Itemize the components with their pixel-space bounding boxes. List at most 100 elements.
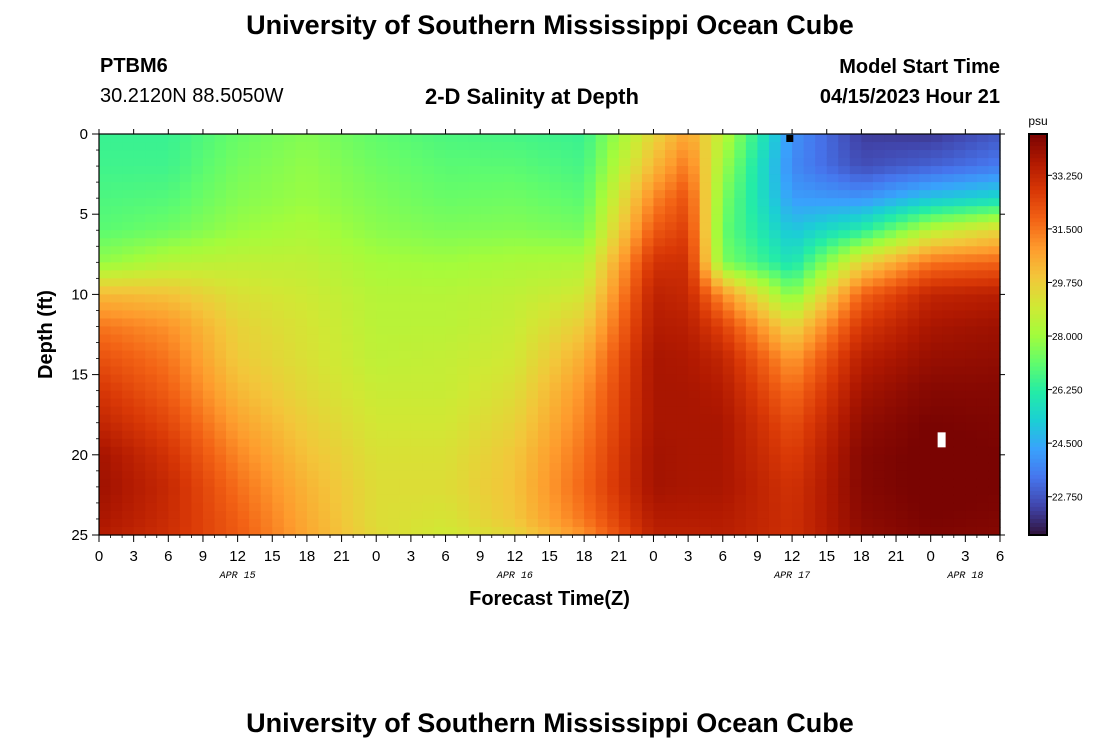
heatmap-cell	[711, 230, 724, 239]
heatmap-cell	[457, 238, 470, 247]
heatmap-cell	[422, 358, 435, 368]
heatmap-cell	[341, 222, 354, 231]
heatmap-cell	[260, 206, 273, 215]
heatmap-cell	[607, 518, 620, 528]
heatmap-cell	[318, 294, 331, 304]
heatmap-cell	[572, 246, 585, 255]
heatmap-cell	[318, 422, 331, 432]
heatmap-cell	[226, 382, 239, 392]
heatmap-cell	[387, 262, 400, 271]
heatmap-cell	[919, 310, 932, 320]
heatmap-cell	[641, 390, 655, 400]
heatmap-cell	[734, 454, 747, 464]
heatmap-cell	[572, 342, 585, 352]
heatmap-cell	[630, 414, 643, 424]
heatmap-cell	[422, 342, 435, 352]
heatmap-cell	[445, 230, 458, 239]
heatmap-cell	[387, 374, 400, 384]
heatmap-cell	[572, 206, 585, 215]
heatmap-cell	[295, 326, 308, 336]
heatmap-cell	[838, 166, 851, 175]
heatmap-cell	[849, 150, 862, 159]
heatmap-cell	[168, 310, 181, 320]
heatmap-cell	[503, 150, 516, 159]
heatmap-cell	[768, 294, 782, 304]
heatmap-cell	[399, 446, 412, 456]
heatmap-cell	[468, 302, 481, 312]
heatmap-cell	[480, 326, 493, 336]
heatmap-cell	[618, 366, 631, 376]
heatmap-cell	[953, 366, 966, 376]
heatmap-cell	[410, 470, 424, 480]
colorbar-segment	[1029, 494, 1047, 500]
heatmap-cell	[607, 486, 620, 496]
heatmap-cell	[191, 518, 204, 528]
heatmap-cell	[826, 262, 839, 271]
heatmap-cell	[191, 174, 204, 183]
heatmap-cell	[653, 478, 666, 488]
heatmap-cell	[734, 462, 747, 472]
heatmap-cell	[792, 302, 805, 312]
heatmap-cell	[156, 502, 169, 512]
heatmap-cell	[260, 486, 273, 496]
heatmap-cell	[341, 350, 354, 360]
heatmap-cell	[376, 342, 389, 352]
heatmap-cell	[272, 262, 285, 271]
heatmap-cell	[572, 526, 585, 536]
heatmap-cell	[780, 190, 793, 199]
heatmap-cell	[896, 390, 909, 400]
heatmap-cell	[422, 142, 435, 151]
heatmap-cell	[422, 350, 435, 360]
heatmap-cell	[561, 390, 574, 400]
heatmap-cell	[896, 398, 909, 408]
heatmap-cell	[688, 318, 701, 328]
heatmap-cell	[514, 510, 527, 520]
heatmap-cell	[237, 174, 250, 183]
heatmap-cell	[930, 478, 943, 488]
heatmap-cell	[561, 494, 574, 504]
heatmap-cell	[607, 190, 620, 199]
heatmap-cell	[491, 198, 504, 207]
heatmap-cell	[202, 342, 216, 352]
heatmap-cell	[815, 422, 828, 432]
heatmap-cell	[283, 358, 296, 368]
heatmap-cell	[457, 142, 470, 151]
heatmap-cell	[595, 182, 608, 191]
heatmap-cell	[318, 510, 331, 520]
heatmap-cell	[202, 206, 216, 215]
station-coordinates: 30.2120N 88.5050W	[100, 85, 284, 107]
heatmap-cell	[919, 422, 932, 432]
heatmap-cell	[468, 406, 481, 416]
heatmap-cell	[376, 414, 389, 424]
heatmap-cell	[607, 502, 620, 512]
heatmap-cell	[803, 150, 816, 159]
heatmap-cell	[202, 142, 216, 151]
heatmap-cell	[249, 334, 262, 344]
heatmap-cell	[907, 238, 920, 247]
heatmap-cell	[422, 478, 435, 488]
heatmap-cell	[237, 438, 250, 448]
heatmap-cell	[168, 238, 181, 247]
heatmap-cell	[884, 430, 897, 440]
heatmap-cell	[457, 222, 470, 231]
heatmap-cell	[249, 414, 262, 424]
heatmap-cell	[665, 286, 678, 295]
heatmap-cell	[387, 206, 400, 215]
heatmap-cell	[965, 358, 978, 368]
heatmap-cell	[353, 222, 366, 231]
heatmap-cell	[191, 142, 204, 151]
heatmap-cell	[306, 446, 320, 456]
heatmap-cell	[272, 430, 285, 440]
heatmap-cell	[653, 510, 666, 520]
heatmap-cell	[976, 262, 990, 271]
heatmap-cell	[272, 174, 285, 183]
heatmap-cell	[503, 262, 516, 271]
heatmap-cell	[422, 510, 435, 520]
heatmap-cell	[676, 166, 689, 175]
heatmap-cell	[584, 502, 597, 512]
heatmap-cell	[514, 518, 527, 528]
heatmap-cell	[457, 382, 470, 392]
heatmap-cell	[445, 510, 458, 520]
heatmap-cell	[318, 246, 331, 255]
heatmap-cell	[884, 350, 897, 360]
